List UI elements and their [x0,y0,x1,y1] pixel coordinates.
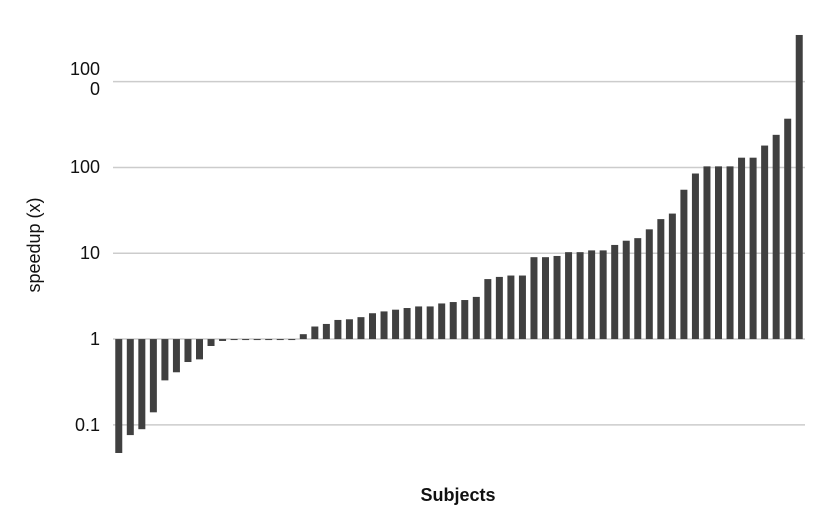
bar [553,255,561,340]
bar [749,157,757,340]
bar [438,303,446,340]
bar [565,252,573,340]
bar [172,339,180,373]
bar [357,317,365,340]
bar [369,313,376,340]
bar [276,339,284,341]
bar [265,339,273,341]
bar [542,257,549,340]
y-tick-label: 1000 [69,58,100,99]
bar [634,238,642,340]
bar [242,339,250,341]
bar [426,306,434,340]
bar [149,339,157,413]
bar [311,326,319,340]
bar [219,339,227,341]
y-tick-label: 100 [69,157,100,178]
bar [715,166,722,340]
bar [761,145,769,340]
bar [207,339,215,346]
bar [599,250,607,340]
bar [288,339,296,341]
bar [530,257,538,340]
y-tick-label: 10 [79,243,100,264]
bar [115,339,123,453]
y-tick-label: 1 [89,329,100,350]
bar [784,118,792,340]
bar [738,157,746,340]
bar [299,334,307,340]
bar [184,339,192,363]
bar [668,213,676,340]
bar [518,275,526,340]
bar [472,296,480,340]
bar [484,279,492,340]
bar [495,276,503,340]
bar [680,189,688,340]
bar [703,166,711,340]
y-tick-label: 0.1 [74,414,100,435]
bar [322,323,330,340]
bar [230,339,238,341]
bar [645,229,653,340]
bar [392,309,400,340]
x-axis-label: Subjects [420,485,495,505]
bar [507,275,515,340]
bar [345,319,353,340]
bar [138,339,146,430]
bar [461,300,469,340]
bar [196,339,203,360]
bar [253,339,261,341]
bar [380,311,388,340]
bar [611,244,619,340]
bar [576,252,584,340]
bar [449,302,457,340]
bar [795,34,803,340]
bar [772,134,780,340]
bar [588,250,596,340]
bar [126,339,134,436]
bar [691,173,699,340]
y-axis-label: speedup (x) [24,197,44,292]
bar [726,166,734,340]
bar [334,319,342,340]
bar [415,306,423,340]
bar [657,219,665,340]
bar [622,240,630,340]
bar [161,339,169,381]
bar [403,308,411,340]
